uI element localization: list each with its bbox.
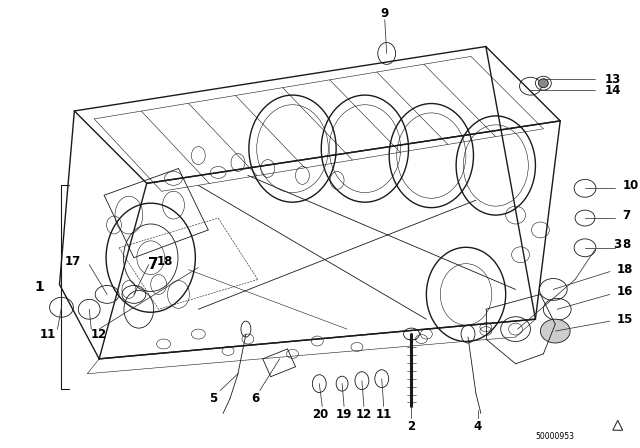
- Text: 18: 18: [617, 263, 633, 276]
- Text: 6: 6: [252, 392, 260, 405]
- Text: 7: 7: [623, 209, 631, 222]
- Text: 20: 20: [312, 408, 328, 421]
- Text: 16: 16: [617, 285, 633, 298]
- Text: 50000953: 50000953: [536, 432, 575, 441]
- Text: 5: 5: [209, 392, 218, 405]
- Text: 11: 11: [376, 408, 392, 421]
- Text: 12: 12: [356, 408, 372, 421]
- Text: 4: 4: [474, 420, 482, 433]
- Text: 7: 7: [148, 257, 159, 272]
- Text: 3: 3: [612, 238, 621, 251]
- Text: 14: 14: [605, 84, 621, 97]
- Text: 2: 2: [408, 420, 415, 433]
- Text: 18: 18: [157, 255, 173, 268]
- Text: 19: 19: [336, 408, 352, 421]
- Text: 15: 15: [617, 313, 633, 326]
- Text: 8: 8: [623, 238, 631, 251]
- Text: 17: 17: [65, 255, 81, 268]
- Text: 9: 9: [381, 7, 389, 20]
- Text: 1: 1: [35, 280, 45, 294]
- Text: 12: 12: [91, 327, 108, 340]
- Text: 13: 13: [605, 73, 621, 86]
- Ellipse shape: [538, 79, 548, 88]
- Text: 11: 11: [40, 327, 56, 340]
- Ellipse shape: [540, 319, 570, 343]
- Text: 10: 10: [623, 179, 639, 192]
